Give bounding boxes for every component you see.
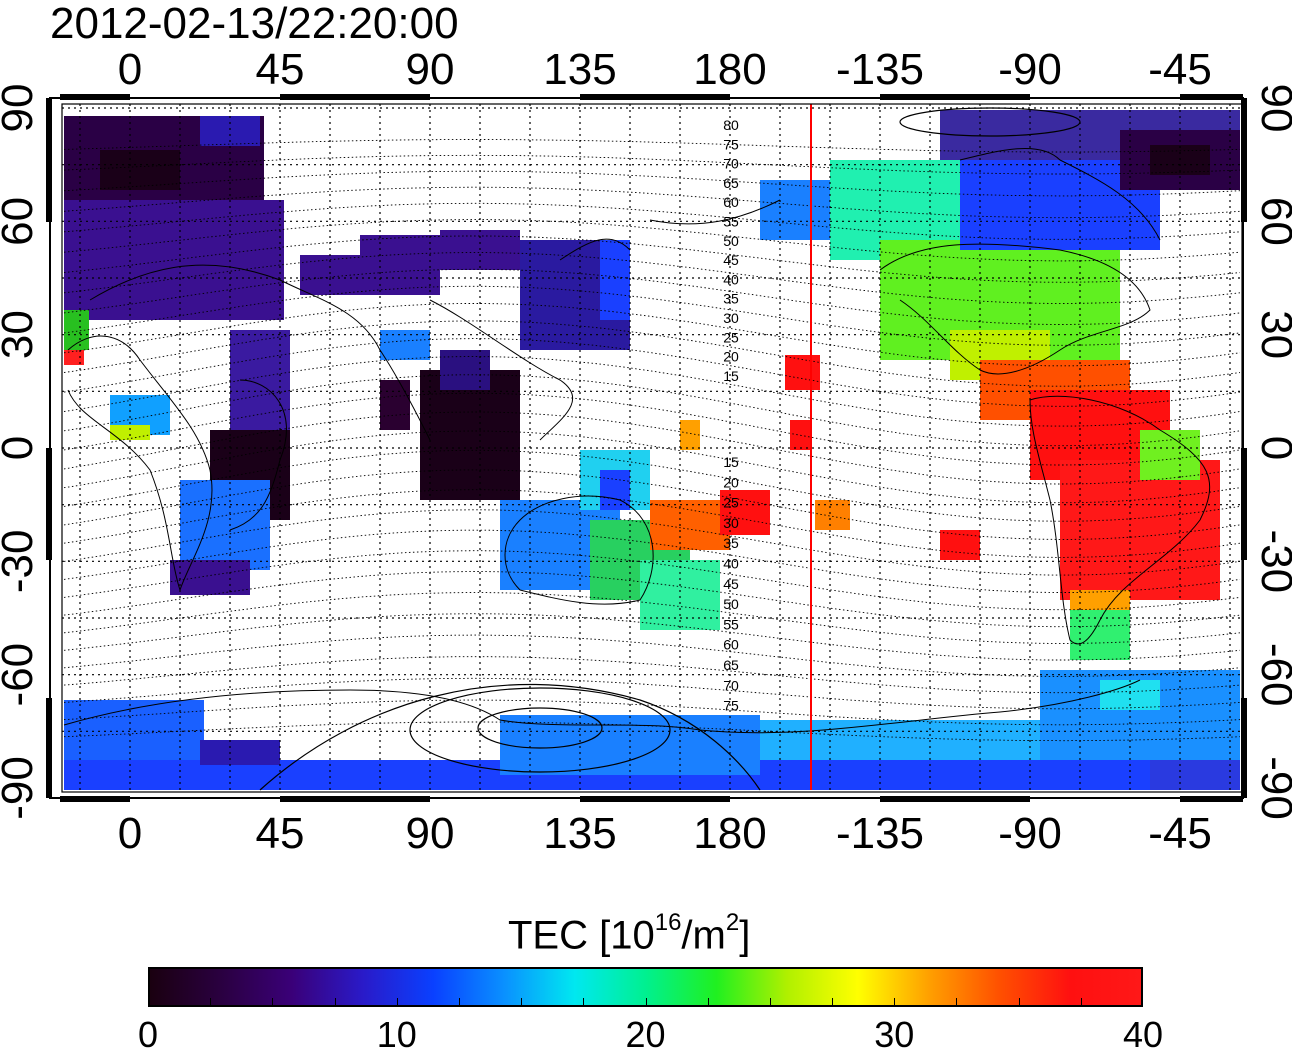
colorbar-title-suffix: ] bbox=[739, 913, 751, 958]
contour-label: 55 bbox=[723, 616, 739, 632]
contour-label: 80 bbox=[723, 117, 739, 133]
colorbar-title-prefix: TEC [10 bbox=[508, 913, 655, 958]
left-latitude-label: 60 bbox=[0, 197, 42, 246]
contour-label: 15 bbox=[723, 368, 739, 384]
colorbar-minor-tick bbox=[458, 998, 460, 1007]
top-longitude-label: 90 bbox=[406, 45, 455, 94]
top-longitude-label: -90 bbox=[998, 45, 1062, 94]
colorbar-minor-tick bbox=[1080, 998, 1082, 1007]
left-latitude-label: -60 bbox=[0, 643, 42, 707]
colorbar-title-unit-exponent: 2 bbox=[725, 909, 740, 936]
bottom-longitude-labels: 0 45 90 135 180 -135 -90 -45 bbox=[118, 809, 1212, 858]
tec-map: 0 45 90 135 180 -135 -90 -45 0 45 90 135 180 -135 -90… bbox=[0, 45, 1292, 858]
right-latitude-label: 0 bbox=[1252, 436, 1292, 460]
colorbar-minor-tick bbox=[334, 998, 336, 1007]
colorbar-minor-tick bbox=[272, 998, 274, 1007]
contour-label: 40 bbox=[723, 271, 739, 287]
contour-labels: 80 75 70 65 60 55 50 45 40 35 30 25 20 15 15 20 25 30 35 40… bbox=[723, 117, 739, 714]
top-longitude-label: 135 bbox=[543, 45, 616, 94]
left-latitude-labels: 90 60 30 0 -30 -60 -90 bbox=[0, 84, 42, 820]
contour-label: 50 bbox=[723, 596, 739, 612]
geomagnetic-contours bbox=[63, 139, 1241, 742]
colorbar-tick-label: 40 bbox=[1122, 1014, 1164, 1055]
colorbar-tick-label: 30 bbox=[874, 1014, 915, 1055]
contour-label: 20 bbox=[723, 349, 739, 365]
colorbar-minor-tick bbox=[210, 998, 212, 1007]
top-longitude-labels: 0 45 90 135 180 -135 -90 -45 bbox=[118, 45, 1212, 94]
left-latitude-label: 90 bbox=[0, 84, 42, 133]
bottom-longitude-label: -90 bbox=[998, 809, 1062, 858]
top-longitude-label: 45 bbox=[256, 45, 305, 94]
geomagnetic-pole-contours bbox=[259, 107, 1081, 791]
left-latitude-label: 0 bbox=[0, 436, 42, 460]
top-longitude-label: -135 bbox=[836, 45, 924, 94]
bottom-longitude-label: 180 bbox=[693, 809, 766, 858]
contour-label: 60 bbox=[723, 194, 739, 210]
colorbar-title: TEC [1016/m2] bbox=[508, 905, 750, 957]
colorbar-tick-label: 0 bbox=[137, 1014, 159, 1055]
right-latitude-label: -90 bbox=[1252, 756, 1292, 820]
contour-label: 75 bbox=[723, 136, 739, 152]
right-latitude-label: -60 bbox=[1252, 643, 1292, 707]
colorbar-tick-label: 10 bbox=[376, 1014, 417, 1055]
colorbar-minor-tick bbox=[769, 998, 771, 1007]
right-latitude-label: 30 bbox=[1252, 310, 1292, 359]
colorbar-title-unit: /m bbox=[681, 913, 726, 958]
coastlines bbox=[63, 148, 1211, 734]
colorbar-minor-tick bbox=[583, 998, 585, 1007]
colorbar-minor-tick bbox=[1018, 998, 1020, 1007]
bottom-longitude-label: -45 bbox=[1148, 809, 1212, 858]
contour-label: 55 bbox=[723, 214, 739, 230]
contour-label: 70 bbox=[723, 156, 739, 172]
top-longitude-label: -45 bbox=[1148, 45, 1212, 94]
bottom-longitude-label: -135 bbox=[836, 809, 924, 858]
contour-label: 65 bbox=[723, 175, 739, 191]
frame-thick-bars bbox=[46, 94, 1247, 802]
top-longitude-label: 0 bbox=[118, 45, 142, 94]
contour-label: 15 bbox=[723, 454, 739, 470]
contour-label: 70 bbox=[723, 677, 739, 693]
colorbar-minor-tick bbox=[894, 998, 896, 1007]
contour-label: 30 bbox=[723, 515, 739, 531]
contour-label: 20 bbox=[723, 474, 739, 490]
plot-area-border bbox=[61, 103, 1243, 793]
contour-label: 35 bbox=[723, 535, 739, 551]
bottom-longitude-label: 135 bbox=[543, 809, 616, 858]
contour-label: 65 bbox=[723, 657, 739, 673]
colorbar-minor-tick bbox=[956, 998, 958, 1007]
contour-label: 35 bbox=[723, 291, 739, 307]
right-latitude-label: 60 bbox=[1252, 197, 1292, 246]
timestamp-title: 2012-02-13/22:20:00 bbox=[50, 0, 459, 48]
left-latitude-label: -90 bbox=[0, 756, 42, 820]
top-longitude-label: 180 bbox=[693, 45, 766, 94]
colorbar-minor-tick bbox=[396, 998, 398, 1007]
contour-label: 50 bbox=[723, 233, 739, 249]
colorbar-title-exponent: 16 bbox=[654, 909, 682, 936]
left-latitude-label: 30 bbox=[0, 310, 42, 359]
bottom-longitude-label: 45 bbox=[256, 809, 305, 858]
colorbar-minor-tick bbox=[707, 998, 709, 1007]
contour-label: 30 bbox=[723, 310, 739, 326]
contour-label: 40 bbox=[723, 556, 739, 572]
bottom-longitude-label: 0 bbox=[118, 809, 142, 858]
colorbar-minor-tick bbox=[645, 998, 647, 1007]
left-latitude-label: -30 bbox=[0, 530, 42, 594]
contour-label: 45 bbox=[723, 252, 739, 268]
contour-label: 75 bbox=[723, 698, 739, 714]
contour-label: 25 bbox=[723, 495, 739, 511]
bottom-longitude-label: 90 bbox=[406, 809, 455, 858]
colorbar-tick-label: 20 bbox=[625, 1014, 666, 1055]
contour-label: 45 bbox=[723, 576, 739, 592]
colorbar-minor-tick bbox=[832, 998, 834, 1007]
contour-label: 25 bbox=[723, 329, 739, 345]
right-latitude-label: 90 bbox=[1252, 84, 1292, 133]
contour-label: 60 bbox=[723, 637, 739, 653]
right-latitude-label: -30 bbox=[1252, 530, 1292, 594]
tec-data-layer bbox=[64, 110, 1240, 790]
right-latitude-labels: 90 60 30 0 -30 -60 -90 bbox=[1252, 84, 1292, 820]
colorbar-minor-tick bbox=[521, 998, 523, 1007]
